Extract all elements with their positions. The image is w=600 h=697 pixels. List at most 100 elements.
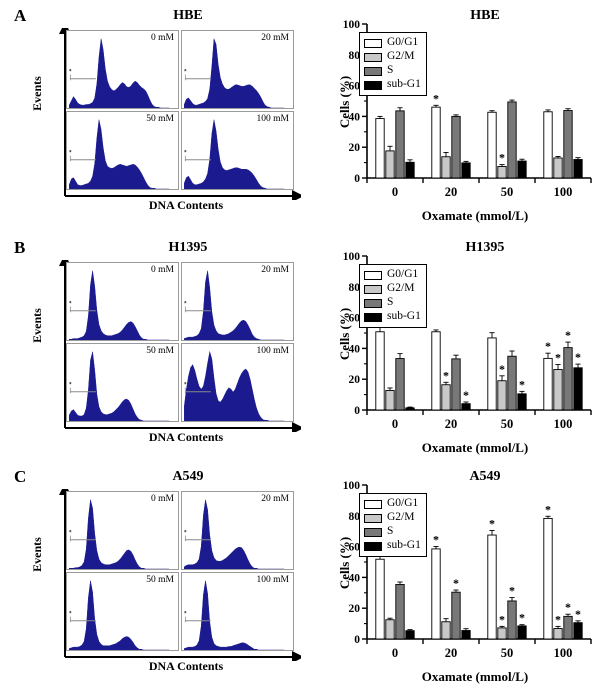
flow-cell-c-0[interactable]: 0 mM [66,491,179,570]
legend-swatch-subg1 [364,312,382,322]
svg-text:60: 60 [349,542,361,554]
histogram-b-0 [68,270,170,340]
flow-dose-label: 20 mM [261,33,289,43]
bar-svg-a: 0 20 40 60 80 100 0 * 20 * 50 100 [343,19,592,199]
svg-text:*: * [499,612,505,626]
svg-text:60: 60 [349,313,361,325]
flow-cell-a-0[interactable]: 0 mM [66,30,179,109]
flow-dose-label: 0 mM [151,494,174,504]
panel-b: B H1395 Events DNA Contents 0 mM 20 mM [0,232,600,464]
flow-cell-c-3[interactable]: 100 mM [181,572,294,651]
flow-ylabel-a: Events [29,76,44,111]
svg-text:*: * [519,611,525,625]
svg-text:20: 20 [445,185,458,199]
flow-axes-a [59,28,301,200]
histogram-b-1 [183,270,285,340]
svg-text:*: * [433,532,439,546]
flow-cell-b-2[interactable]: 50 mM [66,343,179,422]
legend-label-g2m: G2/M [387,282,415,295]
legend-item-g0g1: G0/G1 [364,268,421,282]
bar-chart-a: HBE Cells (%) Oxamate (mmol/L) 0 20 40 60 80… [325,6,597,228]
legend-item-g2m: G2/M [364,282,421,296]
svg-text:*: * [519,377,525,391]
legend-swatch-g2m [364,52,382,62]
flow-ylabel-c: Events [29,537,44,572]
flow-cell-c-2[interactable]: 50 mM [66,572,179,651]
svg-text:20: 20 [445,646,458,660]
legend-swatch-s [364,527,382,537]
svg-text:*: * [555,612,561,626]
svg-text:*: * [433,91,439,105]
histogram-c-1 [183,499,285,569]
bar-title-c: A549 [469,469,501,484]
flow-cell-b-0[interactable]: 0 mM [66,262,179,341]
legend-swatch-g2m [364,284,382,294]
flow-dose-label: 20 mM [261,494,289,504]
legend-swatch-subg1 [364,541,382,551]
flow-cell-c-1[interactable]: 20 mM [181,491,294,570]
legend-label-g2m: G2/M [387,50,415,63]
svg-text:50: 50 [501,185,514,199]
svg-text:*: * [565,328,571,342]
flow-cell-a-2[interactable]: 50 mM [66,111,179,190]
flow-grid-c: 0 mM 20 mM 50 mM 100 mM [66,491,294,651]
svg-text:*: * [499,151,505,165]
svg-text:100: 100 [343,19,361,31]
svg-text:0: 0 [354,173,360,185]
legend-label-g2m: G2/M [387,511,415,524]
histogram-c-3 [183,580,285,650]
legend-swatch-s [364,298,382,308]
legend-item-s: S [364,296,421,310]
panel-letter-c: C [14,467,27,486]
flow-cell-b-3[interactable]: 100 mM [181,343,294,422]
flow-dose-label: 100 mM [256,114,289,124]
flow-xlabel-c: DNA Contents [148,659,224,673]
svg-text:80: 80 [349,282,361,294]
svg-text:*: * [575,607,581,621]
histogram-a-2 [68,119,170,189]
legend-swatch-subg1 [364,80,382,90]
flow-axes-b [59,260,301,432]
legend-swatch-g0g1 [364,38,382,48]
histogram-c-2 [68,580,170,650]
svg-text:0: 0 [392,646,398,660]
flow-grid-a: 0 mM 20 mM 50 mM 100 mM [66,30,294,190]
svg-text:20: 20 [349,142,361,154]
histogram-b-3 [183,350,285,421]
svg-text:*: * [565,600,571,614]
bar-chart-b: H1395 Cells (%) Oxamate (mmol/L) 0 20 40 60… [325,238,597,460]
legend-b: G0/G1 G2/M S sub-G1 [359,264,427,328]
legend-a: G0/G1 G2/M S sub-G1 [359,32,427,96]
flow-cell-a-3[interactable]: 100 mM [181,111,294,190]
histogram-a-1 [183,38,285,108]
svg-text:*: * [489,516,495,530]
legend-swatch-s [364,66,382,76]
svg-text:*: * [463,388,469,402]
svg-text:20: 20 [349,374,361,386]
legend-label-s: S [387,525,394,538]
svg-text:40: 40 [349,111,361,123]
svg-text:*: * [555,351,561,365]
legend-item-s: S [364,64,421,78]
svg-text:*: * [443,368,449,382]
flow-dose-label: 0 mM [151,33,174,43]
flow-xlabel-a: DNA Contents [148,198,224,212]
legend-label-g0g1: G0/G1 [387,497,419,510]
flow-dose-label: 50 mM [146,346,174,356]
flow-grid-b: 0 mM 20 mM 50 mM 100 mM [66,262,294,422]
svg-text:20: 20 [349,603,361,615]
svg-text:*: * [509,584,515,598]
histogram-a-3 [183,119,285,189]
flow-cell-b-1[interactable]: 20 mM [181,262,294,341]
histogram-a-0 [68,38,170,108]
legend-label-g0g1: G0/G1 [387,268,419,281]
svg-text:60: 60 [349,81,361,93]
flow-cell-a-1[interactable]: 20 mM [181,30,294,109]
svg-text:0: 0 [392,185,398,199]
svg-text:0: 0 [354,405,360,417]
svg-text:80: 80 [349,50,361,62]
svg-text:100: 100 [554,417,573,431]
legend-item-subg1: sub-G1 [364,310,421,324]
svg-text:50: 50 [501,417,514,431]
flow-cytometry-c: A549 Events DNA Contents 0 mM 20 mM [30,469,301,684]
